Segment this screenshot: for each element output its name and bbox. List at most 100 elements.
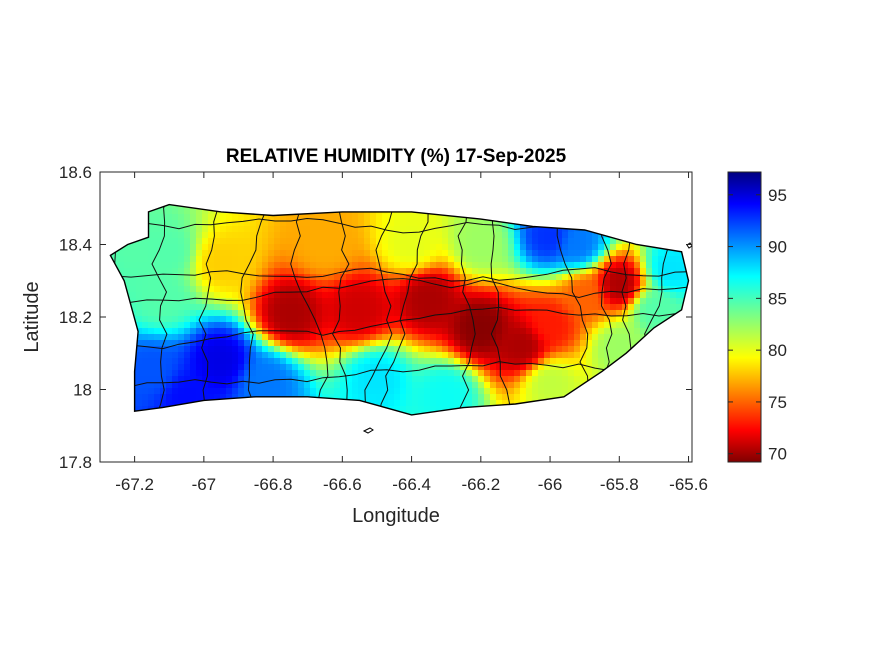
heatmap-cell <box>430 292 437 299</box>
heatmap-cell <box>202 244 209 251</box>
heatmap-cell <box>202 370 209 377</box>
heatmap-cell <box>256 256 263 263</box>
heatmap-cell <box>364 244 371 251</box>
heatmap-cell <box>454 280 461 287</box>
heatmap-cell <box>640 316 647 323</box>
heatmap-cell <box>508 346 515 353</box>
heatmap-cell <box>586 298 593 305</box>
heatmap-cell <box>190 328 197 335</box>
heatmap-cell <box>412 364 419 371</box>
heatmap-cell <box>412 376 419 383</box>
heatmap-cell <box>574 316 581 323</box>
heatmap-cell <box>430 352 437 359</box>
heatmap-cell <box>274 304 281 311</box>
heatmap-cell <box>292 226 299 233</box>
heatmap-cell <box>454 310 461 317</box>
heatmap-cell <box>418 358 425 365</box>
heatmap-cell <box>184 226 191 233</box>
heatmap-cell <box>160 220 167 227</box>
heatmap-cell <box>202 226 209 233</box>
heatmap-cell <box>670 292 677 299</box>
heatmap-cell <box>262 316 269 323</box>
heatmap-cell <box>490 328 497 335</box>
heatmap-cell <box>154 358 161 365</box>
heatmap-cell <box>454 238 461 245</box>
heatmap-cell <box>370 232 377 239</box>
heatmap-cell <box>478 226 485 233</box>
heatmap-cell <box>352 268 359 275</box>
heatmap-cell <box>514 232 521 239</box>
heatmap-cell <box>166 316 173 323</box>
heatmap-cell <box>616 316 623 323</box>
heatmap-cell <box>514 274 521 281</box>
heatmap-cell <box>580 292 587 299</box>
heatmap-cell <box>136 358 143 365</box>
heatmap-cell <box>376 292 383 299</box>
heatmap-cell <box>298 370 305 377</box>
heatmap-cell <box>328 340 335 347</box>
heatmap-cell <box>208 304 215 311</box>
heatmap-cell <box>244 322 251 329</box>
heatmap-cell <box>358 382 365 389</box>
heatmap-cell <box>430 364 437 371</box>
heatmap-cell <box>388 256 395 263</box>
heatmap-cell <box>538 340 545 347</box>
heatmap-cell <box>262 280 269 287</box>
heatmap-cell <box>574 376 581 383</box>
heatmap-cell <box>280 256 287 263</box>
heatmap-cell <box>346 232 353 239</box>
heatmap-cell <box>358 310 365 317</box>
heatmap-cell <box>166 274 173 281</box>
heatmap-cell <box>214 220 221 227</box>
heatmap-cell <box>214 382 221 389</box>
heatmap-cell <box>322 214 329 221</box>
heatmap-cell <box>184 388 191 395</box>
heatmap-cell <box>232 352 239 359</box>
heatmap-cell <box>292 310 299 317</box>
heatmap-cell <box>604 244 611 251</box>
heatmap-cell <box>196 292 203 299</box>
heatmap-cell <box>208 340 215 347</box>
heatmap-cell <box>412 220 419 227</box>
heatmap-cell <box>472 238 479 245</box>
heatmap-cell <box>142 388 149 395</box>
heatmap-cell <box>286 274 293 281</box>
heatmap-cell <box>448 292 455 299</box>
heatmap-cell <box>364 370 371 377</box>
heatmap-cell <box>364 238 371 245</box>
heatmap-cell <box>286 358 293 365</box>
heatmap-cell <box>166 220 173 227</box>
heatmap-cell <box>262 370 269 377</box>
heatmap-cell <box>388 220 395 227</box>
heatmap-cell <box>346 238 353 245</box>
heatmap-cell <box>340 376 347 383</box>
heatmap-cell <box>280 268 287 275</box>
heatmap-cell <box>478 286 485 293</box>
heatmap-cell <box>166 262 173 269</box>
heatmap-cell <box>340 352 347 359</box>
heatmap-cell <box>190 250 197 257</box>
heatmap-cell <box>304 358 311 365</box>
heatmap-cell <box>466 220 473 227</box>
heatmap-cell <box>298 238 305 245</box>
heatmap-cell <box>232 310 239 317</box>
heatmap-cell <box>208 280 215 287</box>
colorbar <box>727 171 762 463</box>
heatmap-cell <box>568 328 575 335</box>
heatmap-cell <box>292 250 299 257</box>
heatmap-cell <box>208 388 215 395</box>
heatmap-cell <box>370 376 377 383</box>
heatmap-cell <box>616 292 623 299</box>
heatmap-cell <box>412 412 419 415</box>
heatmap-cell <box>274 334 281 341</box>
heatmap-cell <box>178 328 185 335</box>
heatmap-cell <box>610 244 617 251</box>
heatmap-cell <box>268 370 275 377</box>
heatmap-cell <box>514 334 521 341</box>
heatmap-cell <box>538 364 545 371</box>
heatmap-cell <box>328 316 335 323</box>
heatmap-cell <box>472 322 479 329</box>
heatmap-cell <box>178 364 185 371</box>
heatmap-cell <box>406 412 413 415</box>
heatmap-cell <box>256 262 263 269</box>
